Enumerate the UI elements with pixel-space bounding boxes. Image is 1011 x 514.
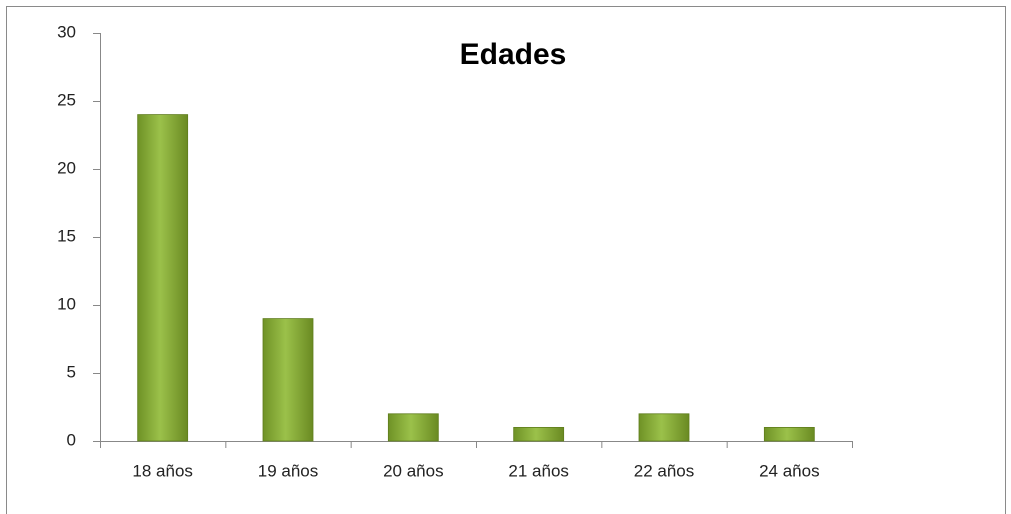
y-tick-label: 0	[67, 430, 76, 449]
bar	[137, 114, 189, 442]
bar	[763, 426, 815, 442]
x-tick-label: 19 años	[258, 461, 319, 480]
bar	[638, 413, 690, 442]
x-tick-label: 22 años	[634, 461, 695, 480]
y-tick-label: 10	[57, 294, 76, 313]
y-tick-label: 30	[57, 22, 76, 41]
y-tick-label: 25	[57, 90, 76, 109]
x-tick-label: 24 años	[759, 461, 820, 480]
bar	[262, 318, 314, 442]
x-tick-label: 21 años	[508, 461, 569, 480]
y-tick-label: 15	[57, 226, 76, 245]
bar	[387, 413, 439, 442]
chart-border	[6, 6, 1006, 514]
y-tick-label: 20	[57, 158, 76, 177]
bar	[513, 426, 565, 442]
x-tick-label: 20 años	[383, 461, 444, 480]
y-tick-label: 5	[67, 362, 76, 381]
x-tick-label: 18 años	[132, 461, 193, 480]
chart-title: Edades	[460, 38, 567, 71]
